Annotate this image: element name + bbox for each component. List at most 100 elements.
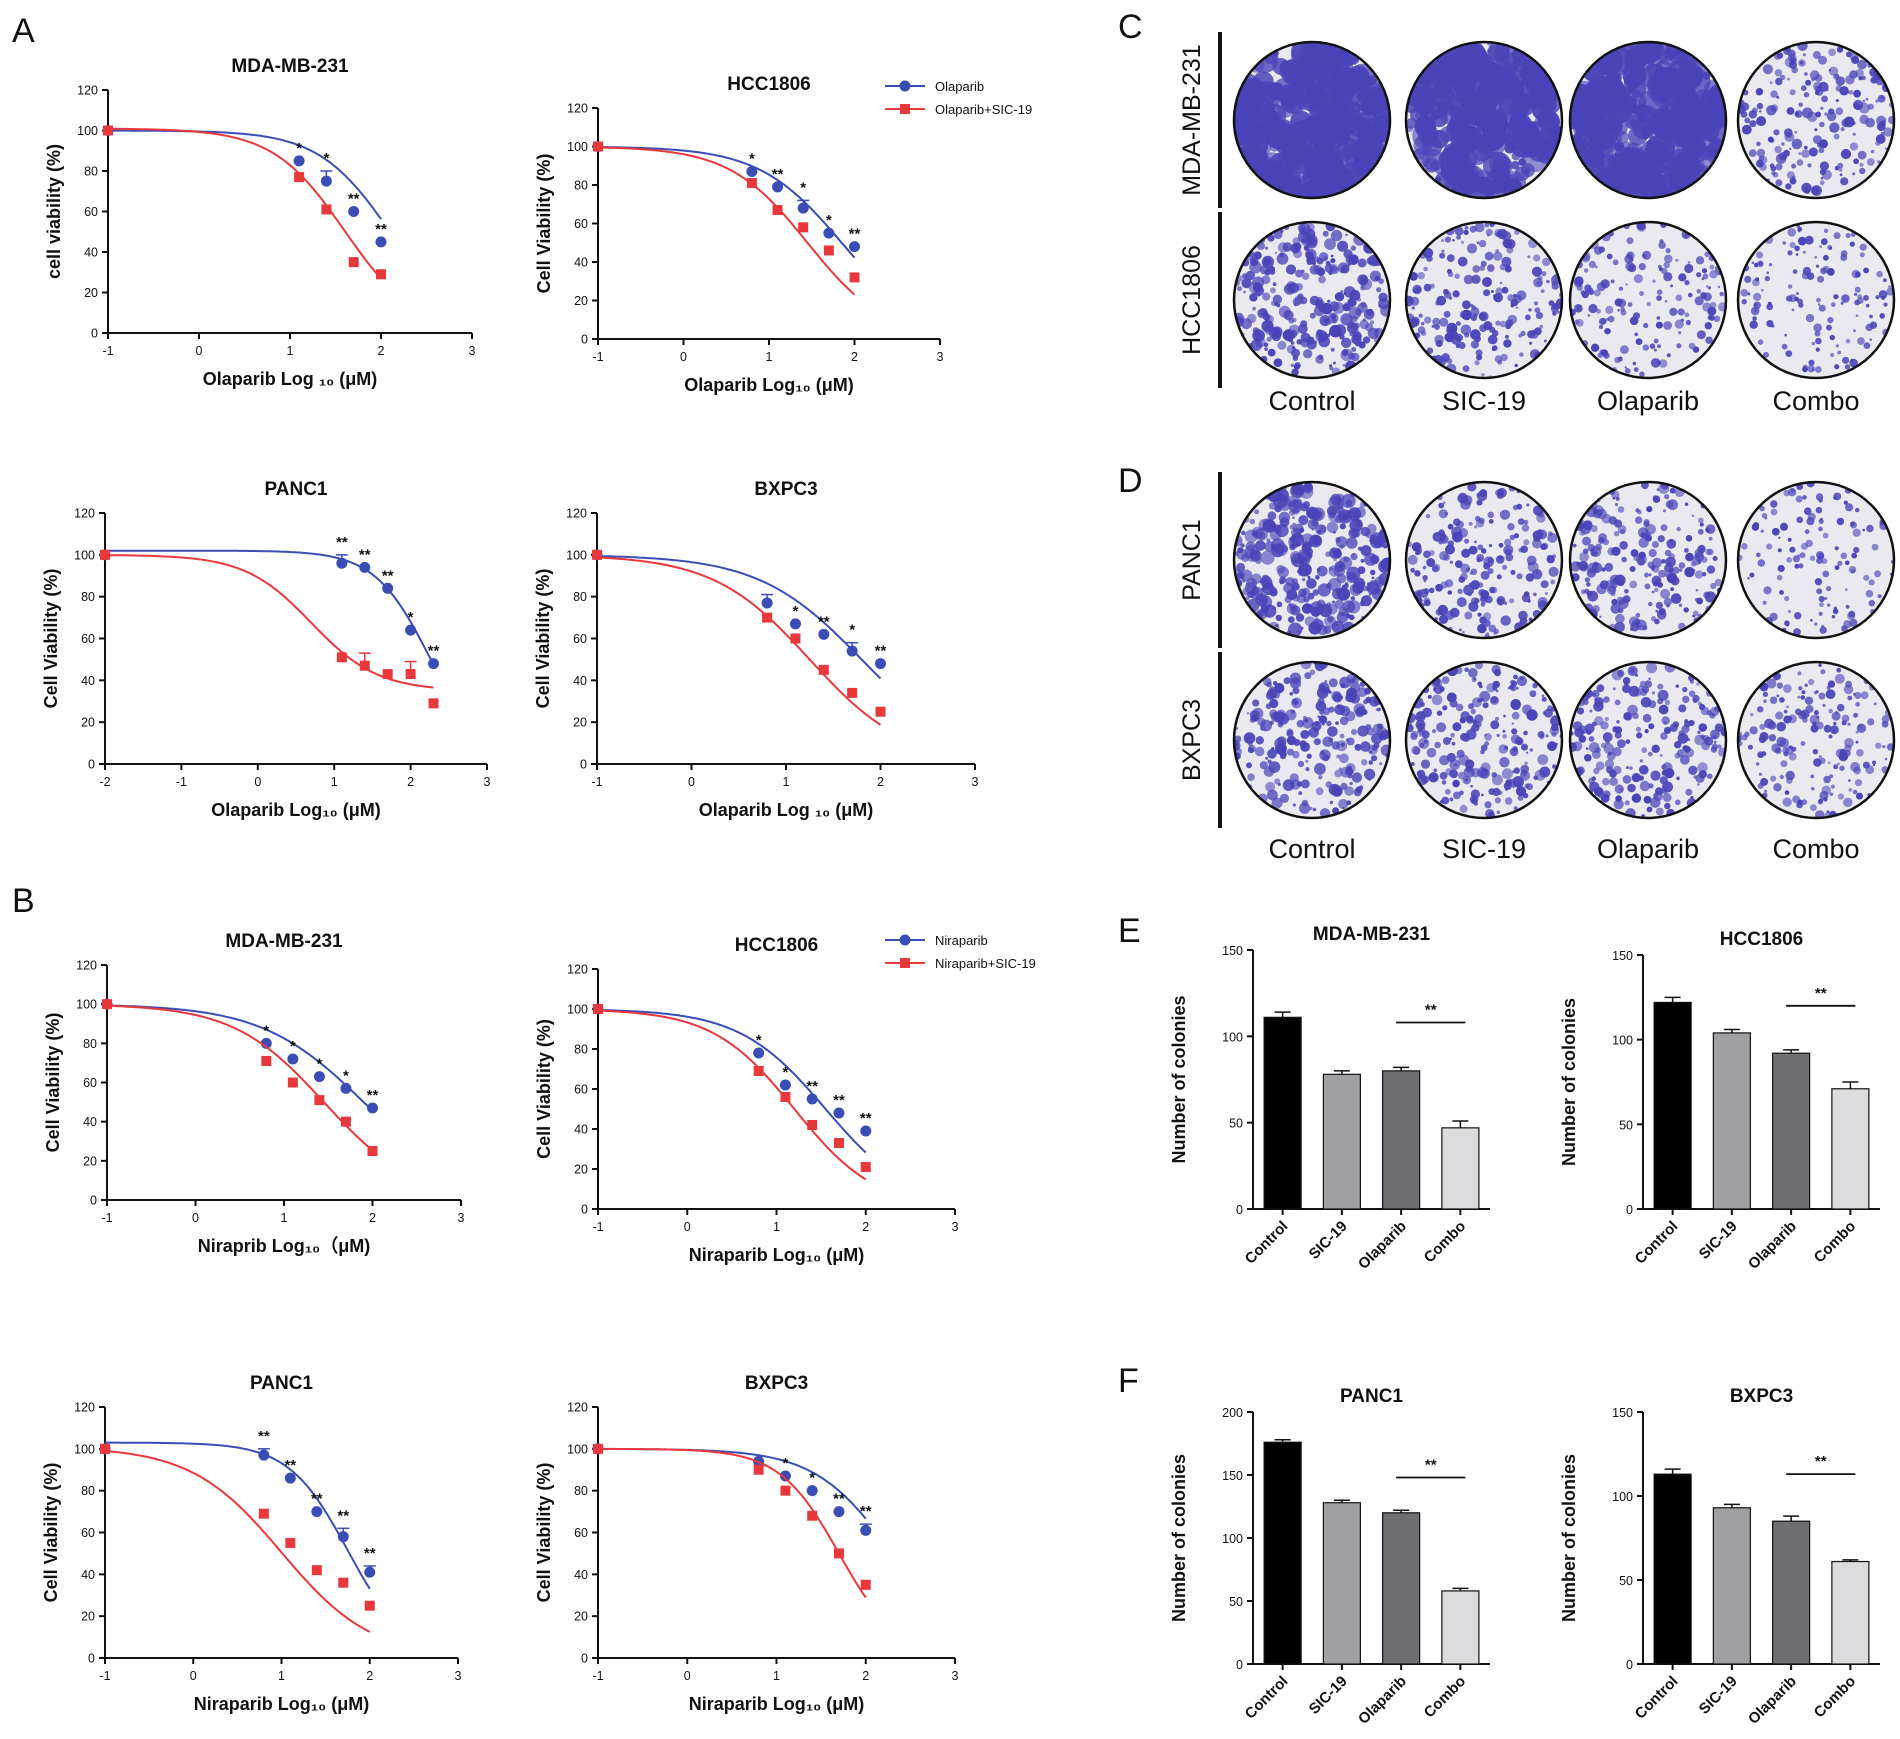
colony (1513, 294, 1523, 304)
data-point-series-2 (100, 549, 110, 560)
colony (1802, 53, 1806, 57)
colony (1367, 777, 1371, 781)
colony (1859, 167, 1866, 175)
colony (1664, 572, 1670, 578)
colony (1274, 778, 1281, 785)
colony (1249, 293, 1258, 302)
colony (1854, 271, 1861, 278)
colony (1808, 678, 1815, 686)
colony (1523, 519, 1529, 525)
colony (1449, 560, 1453, 564)
colony (1655, 787, 1663, 796)
colony (1814, 578, 1823, 586)
colony (1289, 525, 1295, 530)
colony (1463, 229, 1469, 235)
colony (1511, 151, 1521, 161)
colony (1273, 230, 1283, 240)
colony (1306, 753, 1312, 759)
colony (1656, 578, 1661, 583)
colony (1678, 331, 1682, 335)
colony (1749, 320, 1758, 329)
colony (1821, 558, 1828, 564)
data-point-series-1 (313, 1071, 325, 1083)
colony (1435, 608, 1443, 616)
data-point-series-2 (833, 1138, 844, 1148)
colony (1796, 801, 1803, 809)
colony (1786, 623, 1790, 627)
x-tick-label: 2 (877, 775, 884, 789)
colony (1516, 675, 1527, 687)
colonies (1738, 42, 1894, 196)
colony (1321, 103, 1347, 129)
colony (1869, 338, 1872, 341)
colony (1599, 615, 1602, 618)
colony (1815, 264, 1820, 268)
row-label-bxpc3: BXPC3 (1178, 699, 1206, 781)
data-point-series-1 (340, 1082, 352, 1094)
colony (1710, 746, 1718, 753)
colony (1252, 707, 1264, 720)
colony (1351, 347, 1357, 352)
colony (1612, 687, 1616, 691)
colony (1840, 127, 1845, 132)
colony (1439, 800, 1444, 804)
colony (1371, 732, 1383, 745)
colony (1301, 269, 1305, 273)
colony (1753, 262, 1759, 268)
colony (1741, 543, 1748, 550)
colony (1446, 94, 1466, 114)
colony (1817, 303, 1821, 306)
colony (1487, 334, 1498, 345)
y-tick-label: 40 (573, 674, 587, 688)
colony (1795, 495, 1803, 503)
colony (1819, 169, 1826, 176)
colony (1430, 160, 1440, 170)
colony (1657, 689, 1669, 701)
colony (1596, 684, 1605, 693)
colony (1348, 352, 1356, 360)
colony (1602, 777, 1610, 786)
colony (1449, 797, 1454, 802)
colony (1462, 365, 1470, 372)
significance-label: ** (833, 1092, 845, 1109)
colony (1252, 306, 1256, 311)
y-tick-label: 0 (1236, 1658, 1243, 1672)
colony (1307, 575, 1311, 579)
colony (1423, 283, 1432, 292)
colony (1629, 316, 1639, 326)
colony (1619, 787, 1624, 792)
colony (1777, 564, 1785, 573)
colony (1280, 229, 1284, 233)
colony (1762, 691, 1768, 698)
colony (1439, 252, 1446, 259)
colony (1467, 591, 1472, 597)
colony (1823, 254, 1829, 261)
colony (1614, 621, 1625, 633)
data-point-series-2 (593, 1004, 603, 1014)
significance-label: ** (359, 546, 371, 563)
data-point-series-1 (833, 1506, 845, 1518)
colony (1263, 604, 1277, 618)
colony (1639, 680, 1647, 688)
colony (1663, 261, 1670, 269)
y-tick-label: 120 (74, 507, 95, 521)
colony (1378, 560, 1390, 573)
colony-dish-combo (1736, 220, 1896, 380)
colony (1261, 255, 1275, 269)
colony (1605, 739, 1610, 745)
data-point-series-2 (593, 1443, 603, 1454)
colony-panel-d: PANC1 BXPC3 Control SIC-19 Olaparib Comb… (1178, 472, 1896, 864)
colony (1866, 524, 1874, 533)
colony (1515, 306, 1519, 310)
colony (1598, 324, 1604, 330)
colony (1696, 682, 1700, 686)
colony (1687, 261, 1691, 264)
colony (1276, 252, 1289, 265)
colony (1872, 763, 1876, 767)
colony (1697, 730, 1701, 734)
colony (1760, 777, 1769, 786)
colony (1357, 725, 1369, 737)
row-label-panc1: PANC1 (1178, 519, 1206, 601)
colony (1868, 599, 1876, 607)
colony (1295, 283, 1303, 291)
